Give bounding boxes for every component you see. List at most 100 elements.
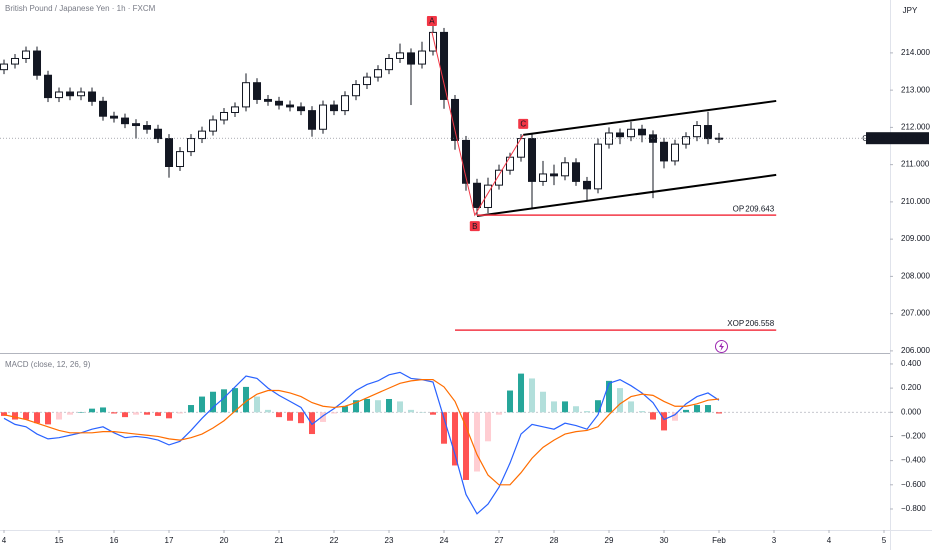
candle-body bbox=[341, 95, 350, 112]
histogram-bar bbox=[298, 412, 305, 424]
wave-line bbox=[431, 31, 524, 217]
histogram-bar bbox=[474, 412, 481, 472]
candle-body bbox=[88, 91, 97, 102]
wave-label-box bbox=[426, 16, 437, 27]
histogram-bar bbox=[540, 391, 547, 413]
histogram-bar bbox=[584, 411, 591, 413]
histogram-bar bbox=[507, 390, 514, 413]
x-tick-label: 5 bbox=[882, 536, 887, 545]
histogram-bar bbox=[364, 398, 371, 413]
candle-body bbox=[638, 128, 647, 136]
x-tick-label: 15 bbox=[55, 536, 64, 545]
candle-body bbox=[77, 91, 86, 97]
histogram-bar bbox=[287, 412, 294, 421]
candle-body bbox=[132, 123, 141, 127]
histogram-bar bbox=[188, 405, 195, 413]
candle-body bbox=[363, 76, 372, 86]
candle-body bbox=[209, 119, 218, 132]
candle-body bbox=[506, 156, 515, 171]
candle-body bbox=[572, 162, 581, 182]
histogram-bar bbox=[397, 401, 404, 413]
histogram-bar bbox=[705, 405, 712, 413]
histogram-bar bbox=[122, 412, 129, 418]
wave-label: A bbox=[429, 17, 435, 26]
y-tick-label: 213.000 bbox=[901, 85, 930, 94]
alert-icon[interactable] bbox=[715, 340, 728, 353]
wave-label: C bbox=[520, 119, 526, 128]
candle-body bbox=[220, 111, 229, 121]
y-tick-label: −0.800 bbox=[901, 504, 926, 513]
wave-label-box bbox=[469, 221, 480, 232]
histogram-bar bbox=[67, 412, 74, 415]
candle-body bbox=[308, 110, 317, 130]
histogram-bar bbox=[89, 408, 96, 413]
candle-body bbox=[165, 138, 174, 168]
histogram-bar bbox=[430, 412, 437, 415]
candle-body bbox=[22, 50, 31, 59]
candle-body bbox=[495, 169, 504, 186]
candle-body bbox=[143, 125, 152, 130]
currency-label: JPY bbox=[903, 6, 918, 15]
candle-body bbox=[66, 91, 75, 97]
histogram-bar bbox=[694, 405, 701, 413]
candle-body bbox=[561, 162, 570, 177]
candle-body bbox=[605, 132, 614, 145]
x-tick-label: 17 bbox=[165, 536, 174, 545]
candle-body bbox=[715, 137, 724, 140]
candle-body bbox=[671, 143, 680, 162]
y-tick-label: 208.000 bbox=[901, 271, 930, 280]
histogram-bar bbox=[551, 401, 558, 413]
x-tick-label: 21 bbox=[275, 536, 284, 545]
x-tick-label: 4 bbox=[827, 536, 832, 545]
y-tick-label: 0.000 bbox=[901, 407, 922, 416]
candle-body bbox=[627, 128, 636, 138]
candle-body bbox=[44, 74, 53, 99]
histogram-bar bbox=[265, 409, 272, 413]
x-tick-label: 22 bbox=[330, 536, 339, 545]
histogram-bar bbox=[408, 409, 415, 413]
level-value: 206.558 bbox=[745, 319, 774, 328]
candle-body bbox=[352, 84, 361, 97]
histogram-bar bbox=[309, 412, 316, 435]
histogram-bar bbox=[331, 412, 338, 414]
candle-body bbox=[330, 104, 339, 112]
histogram-bar bbox=[177, 412, 184, 414]
histogram-bar bbox=[276, 412, 283, 418]
y-tick-label: 209.000 bbox=[901, 234, 930, 243]
macd-title: MACD (close, 12, 26, 9) bbox=[5, 360, 91, 369]
histogram-bar bbox=[155, 412, 162, 416]
x-tick-label: 16 bbox=[110, 536, 119, 545]
histogram-bar bbox=[683, 409, 690, 413]
level-label: XOP bbox=[727, 319, 744, 328]
candle-body bbox=[187, 138, 196, 153]
histogram-bar bbox=[386, 398, 393, 413]
candle-body bbox=[0, 63, 9, 71]
histogram-bar bbox=[56, 412, 63, 420]
price-tag-label: 211.710 bbox=[895, 134, 924, 143]
candle-body bbox=[297, 106, 306, 112]
histogram-bar bbox=[45, 412, 52, 425]
candle-body bbox=[110, 115, 119, 119]
candle-body bbox=[286, 104, 295, 108]
histogram-bar bbox=[716, 412, 723, 414]
histogram-bar bbox=[518, 373, 525, 413]
price-tag bbox=[890, 132, 929, 145]
candle-body bbox=[704, 125, 713, 140]
histogram-bar bbox=[34, 412, 41, 424]
candle-body bbox=[517, 138, 526, 158]
histogram-bar bbox=[595, 400, 602, 413]
y-tick-label: 210.000 bbox=[901, 197, 930, 206]
x-tick-label: 30 bbox=[660, 536, 669, 545]
candle-body bbox=[99, 100, 108, 117]
candle-body bbox=[253, 82, 262, 100]
candle-body bbox=[418, 50, 427, 65]
histogram-bar bbox=[639, 411, 646, 413]
y-tick-label: 207.000 bbox=[901, 309, 930, 318]
histogram-bar bbox=[606, 380, 613, 413]
y-tick-label: 0.400 bbox=[901, 359, 922, 368]
histogram-bar bbox=[650, 412, 657, 420]
candle-body bbox=[55, 91, 64, 99]
x-tick-label: 4 bbox=[2, 536, 7, 545]
y-tick-label: 214.000 bbox=[901, 48, 930, 57]
